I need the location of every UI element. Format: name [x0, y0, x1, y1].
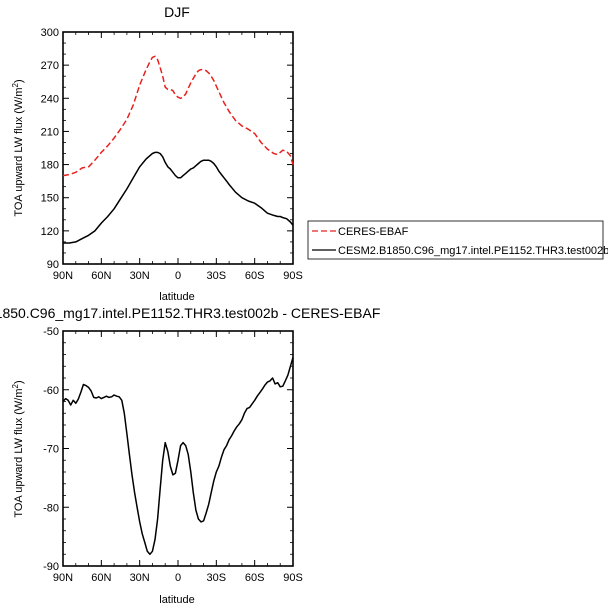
top-y-tick-label: 240	[41, 93, 59, 105]
top-series-lines	[62, 55, 294, 244]
top-y-tick-label: 300	[41, 27, 59, 39]
top-x-tick-label: 0	[175, 270, 181, 282]
top-chart-title: DJF	[164, 4, 190, 20]
bottom-x-tick-label: 30S	[207, 572, 227, 584]
top-x-tick-label: 90N	[53, 270, 73, 282]
top-y-label-superscript: 2	[11, 82, 20, 87]
top-y-axis: 90 120 150 180 210 240 270 300	[41, 27, 293, 271]
bottom-y-tick-label: -50	[43, 326, 59, 338]
top-y-axis-label: TOA upward LW flux (W/m2)	[11, 79, 25, 216]
top-y-tick-label: 150	[41, 193, 59, 205]
top-x-axis-label: latitude	[159, 291, 194, 303]
bottom-plot-frame	[62, 330, 294, 567]
bottom-y-label-main: TOA upward LW flux (W/m	[13, 388, 25, 517]
bottom-x-tick-label: 60S	[245, 572, 265, 584]
bottom-series-lines	[62, 357, 294, 556]
top-x-tick-label: 90S	[283, 270, 303, 282]
bottom-y-axis: -90 -80 -70 -60 -50	[43, 326, 293, 573]
bottom-x-tick-label: 0	[175, 572, 181, 584]
top-plot-frame	[62, 31, 294, 265]
legend-cesm-label: CESM2.B1850.C96_mg17.intel.PE1152.THR3.t…	[338, 245, 608, 257]
bottom-y-tick-label: -60	[43, 385, 59, 397]
bottom-y-label-superscript: 2	[11, 383, 20, 388]
bottom-x-axis: 90N 60N 30N 0 30S 60S 90S	[53, 331, 303, 584]
top-series-line-1	[63, 151, 294, 244]
bottom-series-line-0	[62, 357, 294, 556]
top-y-tick-label: 210	[41, 126, 59, 138]
top-y-tick-label: 270	[41, 60, 59, 72]
bottom-x-axis-label: latitude	[159, 594, 194, 606]
top-y-label-main: TOA upward LW flux (W/m	[13, 87, 25, 216]
bottom-y-tick-label: -90	[43, 561, 59, 573]
bottom-y-axis-label: TOA upward LW flux (W/m2)	[11, 380, 25, 517]
legend: CERES-EBAF CESM2.B1850.C96_mg17.intel.PE…	[307, 220, 608, 260]
bottom-x-tick-label: 30N	[130, 572, 150, 584]
top-x-tick-label: 60N	[91, 270, 111, 282]
top-y-tick-label: 90	[47, 259, 59, 271]
top-y-tick-label: 180	[41, 160, 59, 172]
top-x-tick-label: 60S	[245, 270, 265, 282]
bottom-x-tick-label: 90N	[53, 572, 73, 584]
top-y-tick-label: 120	[41, 226, 59, 238]
bottom-x-tick-label: 60N	[91, 572, 111, 584]
bottom-x-tick-label: 90S	[283, 572, 303, 584]
top-x-axis: 90N 60N 30N 0 30S 60S 90S	[53, 32, 303, 282]
bottom-chart-panel: 2.B1850.C96_mg17.intel.PE1152.THR3.test0…	[0, 305, 380, 606]
top-y-label-end: )	[13, 79, 25, 83]
bottom-y-tick-label: -70	[43, 444, 59, 456]
top-chart-panel: DJF 90 120 150 180 210 240 270 300 90N 60N 30N 0 30…	[11, 4, 303, 303]
legend-box	[307, 220, 604, 260]
bottom-y-tick-label: -80	[43, 502, 59, 514]
top-series-line-0	[62, 55, 294, 177]
bottom-chart-title: 2.B1850.C96_mg17.intel.PE1152.THR3.test0…	[0, 305, 380, 321]
top-x-tick-label: 30N	[130, 270, 150, 282]
bottom-y-label-end: )	[13, 380, 25, 384]
top-x-tick-label: 30S	[207, 270, 227, 282]
legend-ceres-label: CERES-EBAF	[338, 226, 409, 238]
